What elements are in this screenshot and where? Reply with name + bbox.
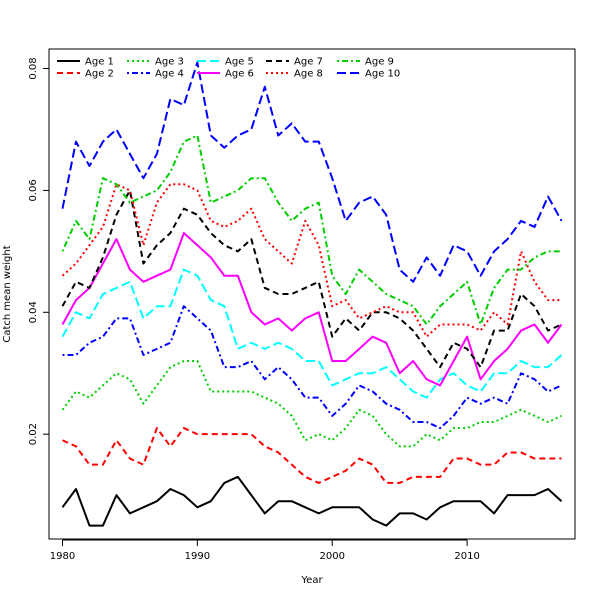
series-line-age-3	[61, 360, 562, 448]
series-line-age-9	[61, 134, 562, 326]
x-tick-label: 2010	[454, 551, 479, 562]
x-axis-title: Year	[300, 575, 323, 586]
legend-label-age-9: Age 9	[365, 57, 394, 68]
series-line-age-10	[61, 61, 563, 283]
legend-label-age-7: Age 7	[294, 57, 323, 68]
series-line-age-7	[61, 189, 562, 369]
y-tick-label: 0.02	[28, 423, 39, 445]
legend-label-age-4: Age 4	[155, 69, 184, 80]
legend-label-age-3: Age 3	[155, 57, 184, 68]
series-line-age-2	[62, 427, 562, 484]
y-tick-label: 0.04	[28, 301, 39, 323]
x-tick-label: 2000	[320, 551, 345, 562]
x-tick-label: 1980	[50, 551, 75, 562]
x-axis: 1980 1990 2000 2010	[50, 539, 480, 562]
series-line-age-1	[61, 475, 563, 527]
legend-label-age-8: Age 8	[294, 69, 323, 80]
legend-label-age-10: Age 10	[365, 69, 400, 80]
y-tick-label: 0.06	[28, 179, 39, 201]
series-layer	[61, 61, 563, 527]
y-tick-label: 0.08	[28, 57, 39, 79]
legend-label-age-6: Age 6	[225, 69, 254, 80]
x-tick-label: 1990	[185, 551, 210, 562]
series-line-age-8	[61, 183, 562, 338]
series-line-age-5	[61, 268, 563, 399]
legend-label-age-1: Age 1	[85, 57, 114, 68]
y-axis: 0.02 0.04 0.06 0.08	[28, 57, 50, 445]
legend-label-age-5: Age 5	[225, 57, 254, 68]
series-line-age-6	[61, 232, 563, 387]
y-axis-title: Catch mean weight	[2, 245, 13, 342]
legend-label-age-2: Age 2	[85, 69, 114, 80]
